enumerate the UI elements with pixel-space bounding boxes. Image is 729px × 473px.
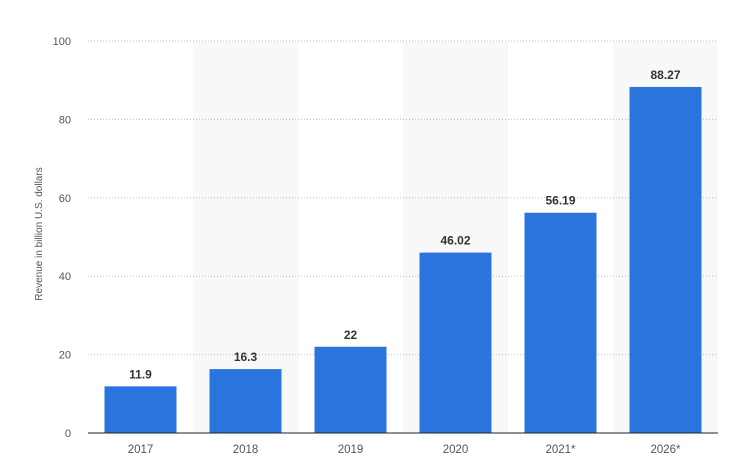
- y-axis-ticks: 0 20 40 60 80 100: [53, 36, 71, 440]
- x-tick-label: 2019: [338, 444, 364, 456]
- bar[interactable]: [419, 252, 492, 433]
- y-axis-title: Revenue in billion U.S. dollars: [34, 167, 45, 300]
- y-tick-label: 100: [53, 36, 71, 48]
- y-tick-label: 80: [59, 114, 71, 126]
- y-tick-label: 40: [59, 271, 71, 283]
- background-band: [193, 41, 298, 433]
- bar-value-label: 22: [344, 328, 358, 342]
- bar-value-label: 11.9: [129, 367, 152, 381]
- bar[interactable]: [314, 346, 387, 433]
- bar[interactable]: [629, 86, 702, 433]
- bar[interactable]: [104, 386, 177, 433]
- bar[interactable]: [524, 212, 597, 433]
- x-tick-label: 2017: [128, 444, 154, 456]
- bar-value-label: 16.3: [234, 350, 258, 364]
- x-tick-label: 2020: [443, 444, 469, 456]
- y-tick-label: 60: [59, 193, 71, 205]
- bar[interactable]: [209, 369, 282, 433]
- bar-value-label: 46.02: [440, 234, 470, 248]
- bar-value-labels: 11.9 16.3 22 46.02 56.19 88.27: [129, 68, 681, 381]
- bars-group: [104, 86, 702, 433]
- gridlines: [88, 40, 718, 356]
- x-tick-label: 2021*: [545, 444, 576, 456]
- bar-value-label: 88.27: [650, 68, 680, 82]
- x-tick-label: 2018: [233, 444, 259, 456]
- bar-value-label: 56.19: [545, 194, 575, 208]
- y-tick-label: 20: [59, 350, 71, 362]
- x-tick-label: 2026*: [650, 444, 681, 456]
- y-tick-label: 0: [65, 428, 71, 440]
- x-axis-ticks: 2017 2018 2019 2020 2021* 2026*: [128, 444, 681, 456]
